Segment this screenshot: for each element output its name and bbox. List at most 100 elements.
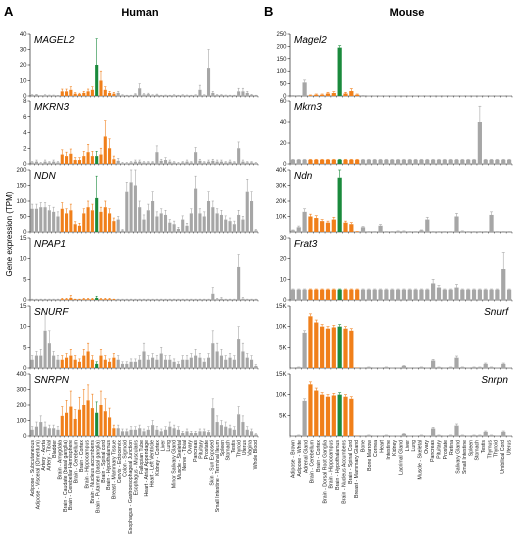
bar-frat3-brain-hypothalamus xyxy=(337,289,342,300)
x-tick-label: Brain - Hippocampus xyxy=(85,440,91,489)
bar-ndn-brain-cerebellar-hemisphere xyxy=(73,224,77,232)
bar-mkrn3-prostate xyxy=(448,159,453,164)
x-tick-label: Spleen xyxy=(220,440,226,456)
y-tick-label: 10K xyxy=(276,393,287,399)
x-tick-label: Pituitary xyxy=(437,440,443,459)
bar-snurf-whole-blood xyxy=(254,365,258,368)
chart-frat3: 0 10 20 30 Frat3 xyxy=(280,236,513,304)
bar-snurf-cells-ebv-transformed-lymphocytes xyxy=(120,363,125,368)
bar-ndn-whole-blood xyxy=(254,230,258,232)
x-tick-label: Artery - Aorta xyxy=(41,440,47,471)
bar-ndn-adipose-visceral-omentum xyxy=(34,208,39,232)
bar-magel2-brain-caudate-basal-ganglia xyxy=(69,89,73,96)
bar-snrpn-umbilical-cord xyxy=(501,431,506,436)
x-tick-label: Stomach xyxy=(475,440,481,461)
x-tick-label: Lung xyxy=(166,440,172,452)
bar-magel2-testis xyxy=(237,91,241,96)
x-tick-label: Breast - Mammary Tissue xyxy=(112,440,118,499)
bar-mkrn3-cells-transformed-fibroblasts xyxy=(125,163,129,164)
bar-npap1-brain-anterior-cingulate-cortex-ba24 xyxy=(65,299,69,300)
gene-label-magel2: MAGEL2 xyxy=(34,35,75,46)
bar-magel2-brain-nucleus-accumbens xyxy=(343,93,348,96)
bar-ndn-heart-left-ventricle xyxy=(168,222,172,232)
bar-mkrn3-brain-caudate-basal-ganglia xyxy=(69,153,73,164)
gene-label-mkrn3: Mkrn3 xyxy=(294,102,322,113)
bar-snrpn-brain-frontal-cortex-ba9 xyxy=(86,400,90,436)
x-tick-label: Kidney - Cortex xyxy=(155,440,161,476)
x-tick-label: Adipose - White xyxy=(297,440,303,477)
bar-snrpn-artery-tibial xyxy=(52,428,56,436)
bar-npap1-brain-nucleus-accumbens-basal-ganglia xyxy=(99,299,103,300)
bar-magel2-brain-cerebellar-hemisphere xyxy=(73,93,77,96)
bar-mkrn3-thyroid xyxy=(495,159,500,164)
x-tick-label: Cervix - Ectocervix xyxy=(117,440,123,484)
bar-mkrn3-testis xyxy=(483,159,488,164)
bar-mkrn3-heart xyxy=(384,159,389,164)
bar-mkrn3-brain-hypothalamus xyxy=(337,159,342,164)
bar-snurf-bone xyxy=(366,367,371,368)
bar-mkrn3-cervix-ectocervix xyxy=(129,162,133,164)
bar-mkrn3-umbilical-cord xyxy=(501,159,506,164)
y-tick-label: 15K xyxy=(276,304,287,310)
bar-snurf-brain-cortex xyxy=(314,322,319,368)
bar-frat3-ovary xyxy=(425,289,430,300)
bar-snrpn-testis xyxy=(483,431,488,436)
y-tick-label: 60 xyxy=(280,99,287,105)
bar-mkrn3-brain-frontal-cortex-ba9 xyxy=(86,152,90,164)
bar-snurf-retina xyxy=(454,357,459,368)
bar-mkrn3-nerve-tibial xyxy=(194,152,198,164)
bar-mkrn3-liver xyxy=(407,159,412,164)
bar-mkrn3-uterus xyxy=(506,159,512,164)
bar-snurf-testis xyxy=(237,339,241,368)
bar-mkrn3-prostate xyxy=(211,160,215,164)
bar-ndn-prostate xyxy=(211,207,215,232)
y-tick-label: 4 xyxy=(23,131,27,137)
bar-ndn-small-intestine-terminal-ileum xyxy=(224,219,228,232)
bar-snurf-salivary-gland xyxy=(460,367,465,368)
x-tick-label: Brain - Caudate (basal ganglia) xyxy=(63,440,69,512)
bar-magel2-skin-sun-exposed-lower-leg xyxy=(219,95,223,96)
x-tick-label: Adipose - Visceral (Omentum) xyxy=(36,440,42,510)
bar-ndn-lung xyxy=(181,219,185,232)
bar-snrpn-esophagus-mucosa xyxy=(151,425,155,436)
y-tick-label: 100 xyxy=(16,419,27,425)
bar-frat3-brain-cortex xyxy=(314,289,319,300)
bar-frat3-testis xyxy=(483,289,488,300)
bar-ndn-thyroid xyxy=(241,219,245,232)
y-tick-label: 2 xyxy=(23,146,27,152)
bar-snrpn-adrenal-gland xyxy=(302,400,307,436)
bar-snurf-vagina xyxy=(249,359,254,368)
bar-snrpn-brain-cerebellum xyxy=(308,384,313,436)
x-tick-label: Brain - Dorsal Root Ganglia xyxy=(322,440,328,504)
bar-mkrn3-adipose-visceral-omentum xyxy=(34,161,39,164)
bar-snurf-brain-caudate-basal-ganglia xyxy=(69,355,73,368)
bar-mkrn3-brain-cerebellum xyxy=(308,159,313,164)
bar-ndn-cornea xyxy=(378,225,383,232)
x-tick-label: Uterus xyxy=(506,440,512,456)
bar-mkrn3-salivary-gland xyxy=(460,159,465,164)
y-tick-label: 20K xyxy=(276,199,287,205)
bar-npap1-thyroid xyxy=(241,298,245,300)
bar-frat3-brain-cerebellum xyxy=(308,289,313,300)
x-tick-label: Thyroid xyxy=(494,440,500,457)
bar-snurf-brain-cerebellum xyxy=(308,316,313,368)
bar-frat3-lacrimal-gland xyxy=(401,289,407,300)
bar-snurf-breast-mammary-tissue xyxy=(116,359,120,368)
bar-frat3-pituitary xyxy=(436,287,442,300)
x-tick-label: Thymus xyxy=(487,440,493,459)
bar-npap1-brain-cortex xyxy=(82,299,86,300)
bar-ndn-skin-not-sun-exposed-suprapubic xyxy=(215,213,219,232)
gene-label-ndn: NDN xyxy=(34,171,56,182)
bar-snurf-brain-cortex xyxy=(82,355,86,368)
x-tick-label: Vagina xyxy=(247,440,253,456)
y-tick-label: 20 xyxy=(20,63,27,69)
bar-mkrn3-spleen xyxy=(471,159,477,164)
bar-ndn-adipose-brown xyxy=(290,230,296,232)
bar-mkrn3-brain-hippocampus xyxy=(331,159,336,164)
bar-snrpn-brain-substantia-nigra xyxy=(112,428,116,436)
bar-ndn-colon-sigmoid xyxy=(138,207,142,232)
bar-ndn-vagina xyxy=(249,201,254,232)
x-tick-label: Whole Blood xyxy=(253,440,259,470)
bar-ndn-ovary xyxy=(425,219,430,232)
y-tick-label: 10K xyxy=(276,325,287,331)
